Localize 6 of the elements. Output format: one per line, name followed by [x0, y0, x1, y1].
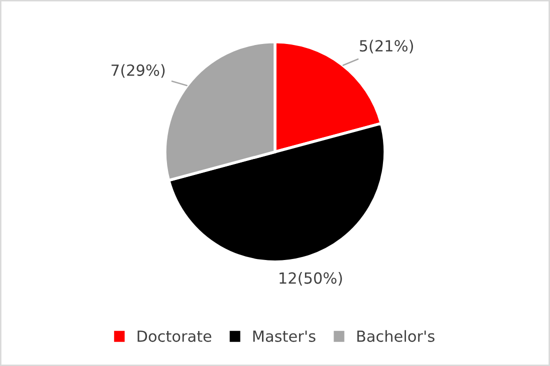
data-label: 7(29%) [112, 64, 165, 78]
legend-label: Doctorate [138, 330, 212, 342]
legend-label: Bachelor's [357, 330, 434, 342]
data-label: 12(50%) [280, 272, 342, 286]
data-label: 5(21%) [360, 40, 413, 54]
legend-label: Master's [253, 330, 316, 342]
